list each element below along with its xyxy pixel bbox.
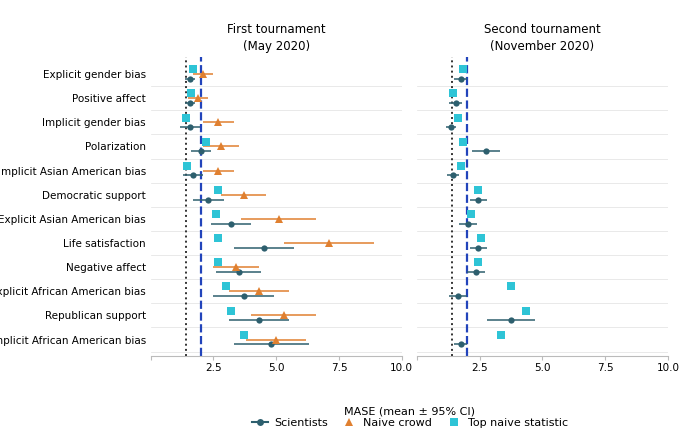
Title: Second tournament
(November 2020): Second tournament (November 2020) (484, 23, 601, 53)
Text: MASE (mean ± 95% CI): MASE (mean ± 95% CI) (344, 407, 475, 416)
Legend: Scientists, Naive crowd, Top naive statistic: Scientists, Naive crowd, Top naive stati… (247, 413, 572, 432)
Title: First tournament
(May 2020): First tournament (May 2020) (227, 23, 325, 53)
